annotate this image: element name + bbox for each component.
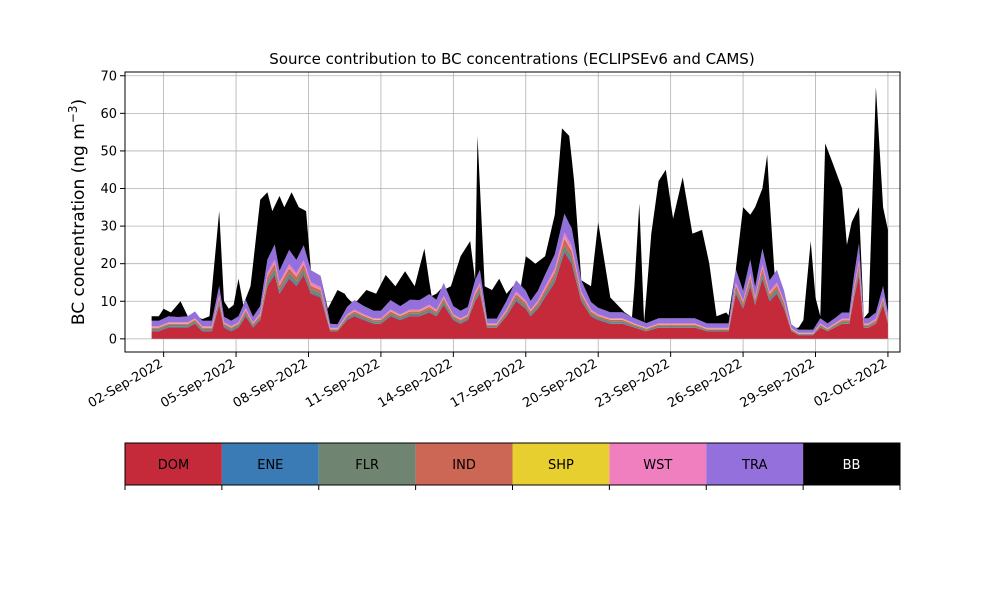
colorbar-swatch-bb — [803, 443, 900, 485]
x-axis: 02-Sep-202205-Sep-202208-Sep-202211-Sep-… — [86, 352, 890, 411]
y-tick-label: 20 — [100, 257, 117, 272]
colorbar-swatch-flr — [318, 443, 416, 485]
x-tick-label: 08-Sep-2022 — [231, 356, 311, 411]
area-ind — [151, 238, 888, 334]
area-dom — [151, 252, 888, 339]
area-tra — [151, 213, 888, 333]
area-bb — [151, 87, 888, 330]
y-tick-label: 30 — [100, 220, 117, 235]
colorbar-label: IND — [452, 458, 476, 473]
colorbar-label: ENE — [257, 458, 283, 473]
y-axis: 0 10 20 30 40 50 60 70 — [100, 69, 125, 347]
source-colorbar: DOM ENE FLR IND SHP WST TRA BB — [124, 442, 901, 490]
stacked-areas — [151, 87, 888, 339]
x-tick-label: 11-Sep-2022 — [303, 356, 383, 411]
y-tick-label: 0 — [109, 332, 117, 347]
x-tick-label: 02-Sep-2022 — [86, 356, 166, 411]
colorbar-label: DOM — [158, 458, 189, 473]
colorbar-swatch-ene — [221, 443, 319, 485]
colorbar-swatch-ind — [415, 443, 513, 485]
colorbar-frame — [124, 442, 901, 486]
colorbar-label: FLR — [355, 458, 379, 473]
x-tick-label: 26-Sep-2022 — [665, 356, 745, 411]
x-tick-label: 29-Sep-2022 — [738, 356, 818, 411]
x-tick-label: 02-Oct-2022 — [812, 356, 890, 410]
y-tick-label: 50 — [100, 144, 117, 159]
y-tick-label: 60 — [100, 107, 117, 122]
plot-frame — [124, 71, 901, 353]
colorbar-swatch-shp — [512, 443, 610, 485]
y-tick-label: 40 — [100, 182, 117, 197]
y-tick-label: 70 — [100, 69, 117, 84]
area-flr — [151, 245, 888, 335]
colorbar-swatch-dom — [125, 443, 222, 485]
colorbar-label: TRA — [741, 458, 767, 473]
colorbar-label: BB — [843, 458, 861, 473]
colorbar-swatch-tra — [706, 443, 804, 485]
chart-title: Source contribution to BC concentrations… — [269, 50, 754, 68]
x-tick-label: 05-Sep-2022 — [158, 356, 238, 411]
y-tick-label: 10 — [100, 295, 117, 310]
colorbar-swatch-wst — [609, 443, 707, 485]
x-tick-label: 14-Sep-2022 — [376, 356, 456, 411]
colorbar-label: WST — [643, 458, 672, 473]
colorbar-label: SHP — [548, 458, 574, 473]
x-tick-label: 17-Sep-2022 — [448, 356, 528, 411]
area-wst — [151, 232, 888, 334]
x-tick-label: 23-Sep-2022 — [593, 356, 673, 411]
x-tick-label: 20-Sep-2022 — [520, 356, 600, 411]
y-axis-label: BC concentration (ng m−3) — [66, 99, 89, 325]
y-axis-label-exponent: −3 — [66, 105, 80, 123]
